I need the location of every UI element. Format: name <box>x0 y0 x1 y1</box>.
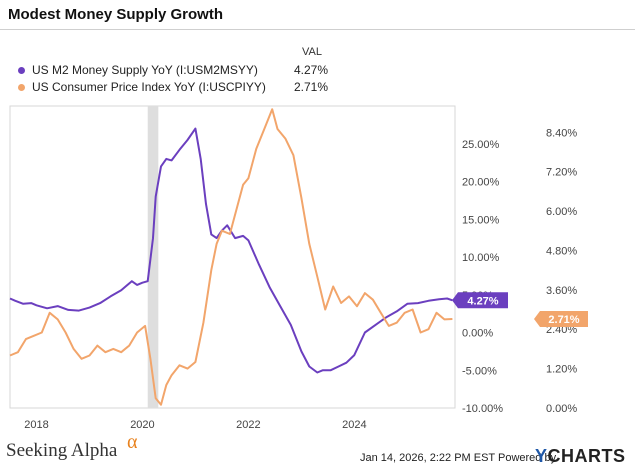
ycharts-logo-y: Y <box>535 446 548 466</box>
x-axis-tick-label: 2018 <box>24 419 48 431</box>
ycharts-logo-text: CHARTS <box>547 446 626 466</box>
end-value-label-m2: 4.27% <box>467 295 498 307</box>
legend-item-m2[interactable]: US M2 Money Supply YoY (I:USM2MSYY) 4.27… <box>16 63 336 79</box>
x-axis-tick-label: 2022 <box>236 419 260 431</box>
series-line-cpi <box>9 108 453 406</box>
right-axis-tick-label: 3.60% <box>546 285 577 297</box>
left-axis-tick-label: 10.00% <box>462 252 500 264</box>
x-axis-tick-label: 2020 <box>130 419 154 431</box>
right-axis-tick-label: 1.20% <box>546 364 577 376</box>
alpha-mark: α <box>127 431 138 453</box>
recession-band <box>147 106 159 408</box>
legend-value-m2: 4.27% <box>294 63 329 77</box>
legend-dot-cpi <box>18 84 25 91</box>
legend-value-cpi: 2.71% <box>294 80 329 94</box>
seeking-alpha-logo: Seeking Alpha α <box>6 431 137 462</box>
legend-label-cpi: US Consumer Price Index YoY (I:USCPIYY) <box>32 80 266 94</box>
plot-frame <box>9 105 456 409</box>
timestamp-text: Jan 14, 2026, 2:22 PM EST Powered by <box>360 452 557 464</box>
right-axis-tick-label: 6.00% <box>546 206 577 218</box>
chart-title: Modest Money Supply Growth <box>8 6 224 23</box>
right-axis-tick-label: 0.00% <box>546 403 577 415</box>
right-axis-tick-label: 8.40% <box>546 127 577 139</box>
end-value-tag-m2 <box>452 292 508 309</box>
title-bar: Modest Money Supply Growth <box>0 0 635 30</box>
ycharts-logo: YCHARTS <box>535 446 626 467</box>
end-value-tag-cpi <box>534 311 588 328</box>
left-axis-tick-label: 25.00% <box>462 139 500 151</box>
legend-value-header: VAL <box>302 46 322 58</box>
right-axis-tick-label: 2.40% <box>546 324 577 336</box>
left-axis-tick-label: -5.00% <box>462 365 497 377</box>
legend-dot-m2 <box>18 67 25 74</box>
x-axis-tick-label: 2024 <box>342 419 366 431</box>
end-value-label-cpi: 2.71% <box>548 314 579 326</box>
left-axis-tick-label: 20.00% <box>462 177 500 189</box>
series-line-m2 <box>9 127 453 374</box>
left-axis-tick-label: 15.00% <box>462 214 500 226</box>
brand-text: Seeking Alpha <box>6 440 118 461</box>
left-axis-tick-label: 0.00% <box>462 328 493 340</box>
right-axis-tick-label: 4.80% <box>546 245 577 257</box>
legend-label-m2: US M2 Money Supply YoY (I:USM2MSYY) <box>32 63 258 77</box>
left-axis-tick-label: -10.00% <box>462 403 503 415</box>
legend-item-cpi[interactable]: US Consumer Price Index YoY (I:USCPIYY) … <box>16 80 336 96</box>
right-axis-tick-label: 7.20% <box>546 167 577 179</box>
